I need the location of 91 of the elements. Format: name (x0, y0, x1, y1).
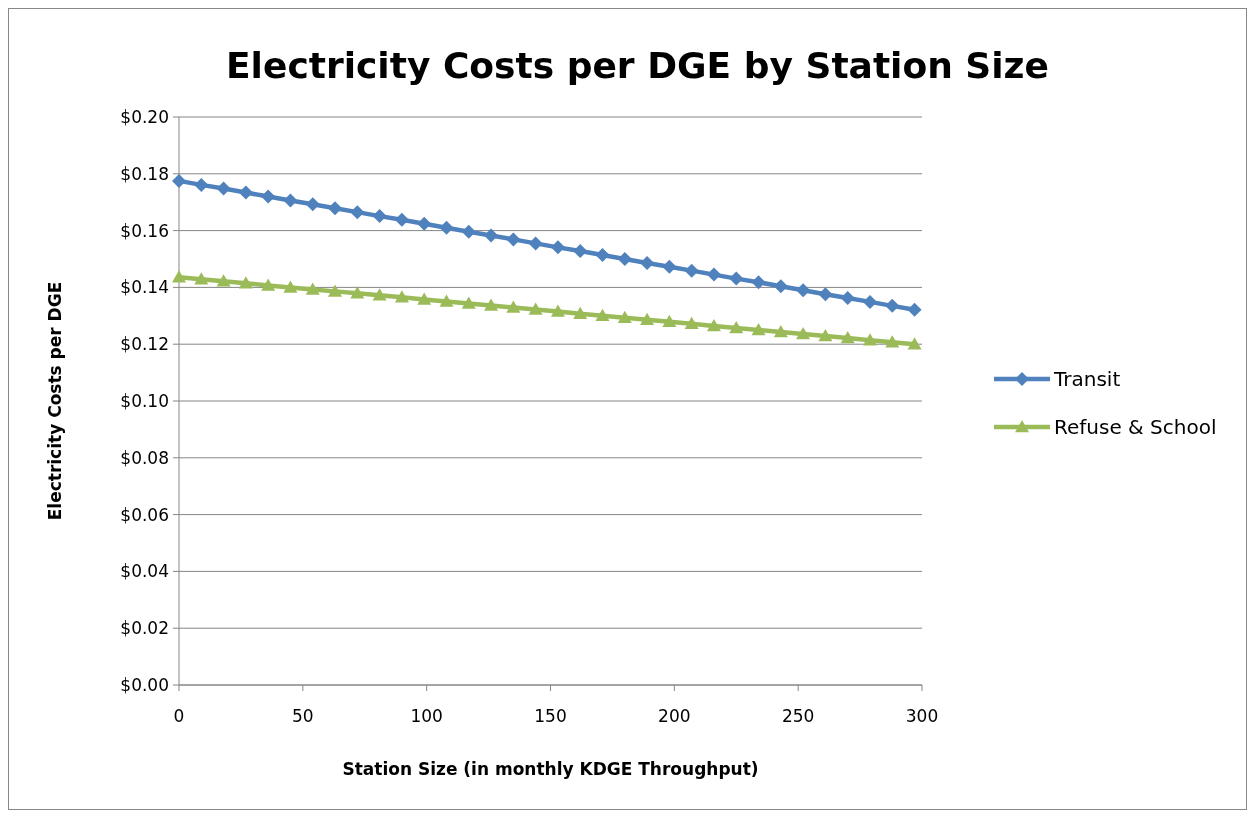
point (350, 205, 365, 220)
point (283, 193, 298, 208)
y-tick-label: $0.06 (120, 504, 169, 525)
point (305, 197, 320, 212)
point (305, 282, 320, 295)
point (773, 279, 788, 294)
x-tick-label: 50 (292, 706, 314, 726)
point (439, 220, 454, 235)
x-tick-label: 100 (410, 706, 443, 726)
point (862, 294, 877, 309)
x-axis-title: Station Size (in monthly KDGE Throughput) (342, 759, 759, 779)
point (528, 236, 543, 251)
point (528, 302, 543, 315)
y-tick-label: $0.18 (120, 163, 169, 184)
point (573, 306, 588, 320)
point (394, 290, 409, 303)
legend-label: Refuse & School (1054, 415, 1217, 439)
point (818, 328, 833, 342)
point (907, 302, 922, 317)
point (461, 224, 476, 239)
point (640, 312, 655, 326)
point (261, 278, 276, 291)
point (172, 173, 186, 188)
x-tick-label: 300 (905, 706, 939, 726)
point (706, 267, 721, 282)
y-tick-label: $0.08 (120, 447, 169, 468)
point (907, 337, 922, 350)
point (372, 209, 387, 224)
point (484, 298, 499, 311)
point (751, 275, 766, 290)
point (417, 292, 432, 305)
point (194, 272, 209, 285)
point (729, 271, 744, 286)
point (684, 316, 699, 329)
point (172, 270, 186, 283)
point (216, 274, 231, 287)
y-tick-label: $0.12 (120, 334, 169, 355)
point (372, 288, 387, 301)
point (684, 263, 699, 278)
point (394, 212, 409, 227)
point (238, 185, 253, 200)
point (751, 323, 766, 336)
x-tick-label: 200 (658, 706, 691, 726)
point (194, 177, 209, 192)
chart-title: Electricity Costs per DGE by Station Size (226, 45, 1049, 86)
point (216, 181, 231, 196)
point (617, 252, 632, 266)
point (328, 284, 343, 297)
point (729, 321, 744, 334)
y-tick-label: $0.00 (120, 674, 169, 695)
point (350, 286, 365, 299)
point (773, 324, 788, 338)
y-axis-title: Electricity Costs per DGE (45, 281, 65, 521)
point (818, 287, 833, 302)
point (506, 300, 521, 313)
point (885, 335, 900, 348)
point (550, 240, 565, 255)
y-tick-label: $0.02 (120, 618, 169, 639)
x-tick-label: 0 (173, 706, 185, 726)
y-tick-label: $0.16 (120, 220, 169, 241)
point (595, 248, 610, 263)
y-tick-label: $0.04 (120, 561, 169, 582)
point (862, 333, 877, 346)
legend-label: Transit (1053, 367, 1121, 391)
point (261, 189, 276, 204)
point (461, 296, 476, 309)
point (484, 228, 499, 243)
y-tick-label: $0.10 (120, 390, 169, 411)
point (550, 304, 565, 317)
point (617, 310, 632, 324)
point (238, 276, 253, 289)
point (885, 298, 900, 313)
y-tick-label: $0.20 (120, 106, 169, 127)
y-tick-label: $0.14 (120, 277, 169, 298)
point (595, 308, 610, 322)
point (283, 280, 298, 293)
x-tick-label: 250 (781, 706, 815, 726)
point (796, 326, 811, 340)
point (328, 201, 343, 216)
x-tick-label: 150 (534, 706, 567, 726)
point (573, 244, 588, 259)
point (662, 259, 677, 274)
point (417, 216, 432, 231)
point (796, 283, 811, 298)
point (640, 255, 655, 270)
point (506, 232, 521, 247)
point (662, 314, 677, 328)
point (706, 319, 721, 332)
point (840, 290, 855, 305)
point (840, 330, 855, 344)
point (439, 294, 454, 307)
